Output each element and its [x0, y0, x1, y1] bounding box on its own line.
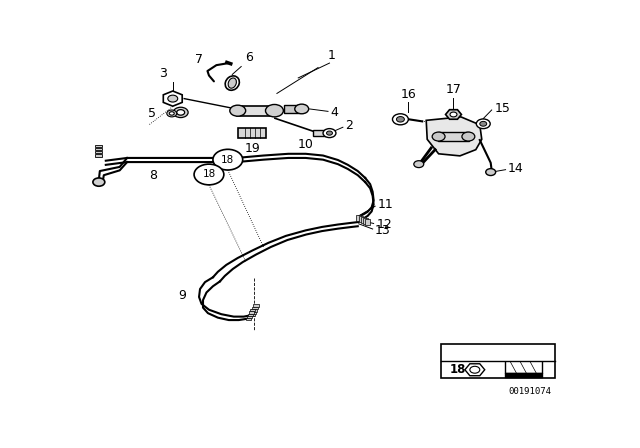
Polygon shape	[163, 91, 182, 106]
Text: 6: 6	[244, 51, 253, 64]
Text: 18: 18	[450, 363, 467, 376]
Text: 13: 13	[375, 224, 391, 237]
Bar	[356, 215, 361, 221]
Circle shape	[414, 161, 424, 168]
Bar	[284, 105, 300, 113]
Bar	[250, 312, 255, 314]
Circle shape	[432, 132, 445, 141]
Text: 7: 7	[195, 53, 202, 66]
Bar	[250, 310, 255, 311]
Polygon shape	[426, 117, 482, 156]
Text: 3: 3	[159, 67, 167, 80]
Bar	[252, 307, 257, 309]
Circle shape	[396, 116, 404, 122]
Circle shape	[392, 114, 408, 125]
Circle shape	[177, 110, 185, 115]
Circle shape	[173, 107, 188, 117]
Circle shape	[323, 129, 336, 138]
Ellipse shape	[225, 76, 239, 90]
Circle shape	[326, 131, 332, 135]
Bar	[95, 151, 102, 154]
Text: 17: 17	[445, 83, 461, 96]
Text: 2: 2	[346, 119, 353, 132]
Circle shape	[470, 366, 480, 373]
Bar	[358, 216, 364, 222]
Text: 4: 4	[330, 106, 339, 119]
Circle shape	[462, 132, 475, 141]
Text: 1: 1	[328, 49, 335, 62]
Ellipse shape	[228, 78, 236, 88]
Text: 18: 18	[202, 169, 216, 180]
Text: 5: 5	[148, 107, 156, 120]
Bar	[249, 311, 254, 314]
Text: 8: 8	[150, 169, 157, 182]
Text: 15: 15	[495, 102, 511, 115]
Circle shape	[266, 104, 284, 117]
Circle shape	[480, 121, 487, 126]
Bar	[95, 155, 102, 156]
Circle shape	[194, 164, 224, 185]
Text: 18: 18	[221, 155, 234, 165]
Circle shape	[486, 168, 495, 176]
Text: 19: 19	[244, 142, 260, 155]
Text: 00191074: 00191074	[508, 388, 551, 396]
Text: 16: 16	[401, 88, 416, 101]
Bar	[248, 314, 253, 315]
Circle shape	[167, 110, 177, 117]
Circle shape	[295, 104, 308, 114]
Text: 9: 9	[178, 289, 186, 302]
Bar	[361, 217, 365, 223]
Bar	[441, 344, 555, 378]
Bar	[251, 309, 257, 312]
Bar	[365, 219, 370, 225]
Bar	[247, 315, 252, 318]
Bar	[246, 318, 251, 320]
Text: 12: 12	[376, 218, 392, 231]
Bar	[363, 218, 368, 224]
Circle shape	[169, 112, 174, 115]
Bar	[438, 132, 469, 141]
Polygon shape	[445, 110, 461, 119]
Circle shape	[476, 119, 490, 129]
Circle shape	[168, 95, 178, 102]
Circle shape	[213, 149, 243, 170]
Circle shape	[93, 178, 105, 186]
Bar	[95, 148, 102, 151]
Bar	[239, 128, 266, 138]
Bar	[95, 145, 102, 147]
Bar	[253, 304, 259, 307]
Text: 14: 14	[508, 162, 524, 175]
Bar	[312, 130, 326, 136]
Bar	[237, 106, 275, 116]
Polygon shape	[465, 364, 484, 376]
Circle shape	[450, 112, 457, 117]
Text: 10: 10	[298, 138, 314, 151]
Bar	[248, 314, 255, 316]
Circle shape	[230, 105, 246, 116]
Text: 11: 11	[378, 198, 394, 211]
